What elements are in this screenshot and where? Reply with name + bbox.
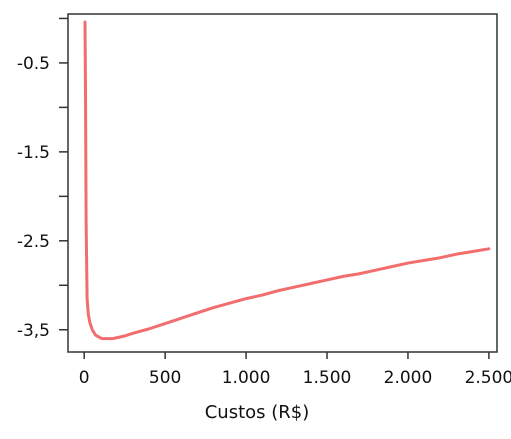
- x-tick-label: 0: [79, 368, 90, 388]
- y-tick-label: -1.5: [17, 143, 50, 163]
- cost-curve-line: [83, 20, 491, 341]
- y-tick-label: -2.5: [17, 232, 50, 252]
- x-tick-label: 1.000: [222, 368, 271, 388]
- x-axis-title: Custos (R$): [205, 402, 310, 423]
- y-tick-label: -0.5: [17, 54, 50, 74]
- x-tick-label: 2.500: [465, 368, 511, 388]
- y-tick-label: -3,5: [17, 321, 50, 341]
- x-axis: 0 500 1.000 1.500 2.000 2.500: [79, 352, 511, 388]
- plot-area-frame: [67, 13, 498, 353]
- x-tick-label: 2.000: [384, 368, 433, 388]
- x-tick-label: 1.500: [303, 368, 352, 388]
- x-tick-label: 500: [149, 368, 181, 388]
- y-axis: -0.5 -1.5 -2.5 -3,5: [17, 17, 68, 341]
